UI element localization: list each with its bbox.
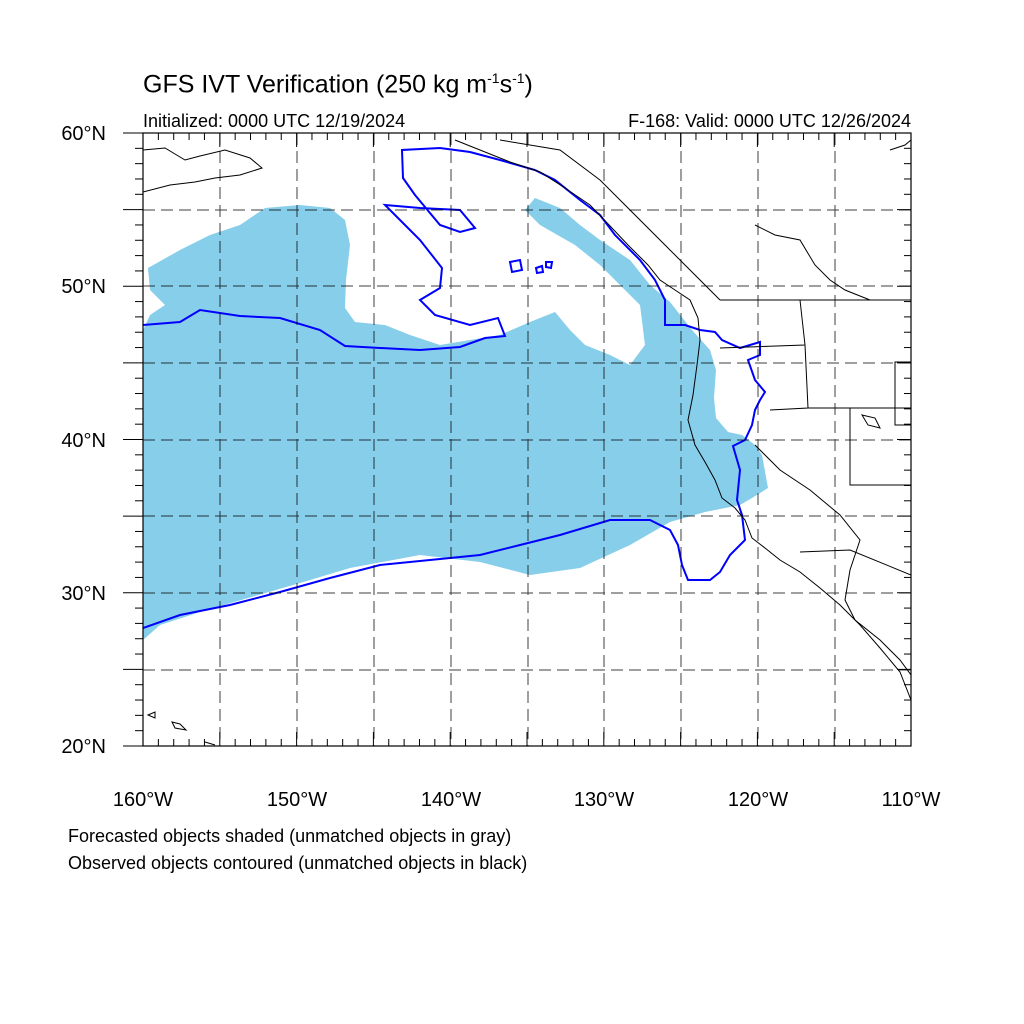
lon-label-160w: 160°W [113, 789, 173, 811]
lon-label-140w: 140°W [421, 789, 481, 811]
coastlines [143, 139, 911, 746]
forecast-note: Forecasted objects shaded (unmatched obj… [68, 826, 512, 846]
lat-label-40n: 40°N [61, 430, 106, 452]
lon-label-150w: 150°W [267, 789, 327, 811]
lat-label-60n: 60°N [61, 123, 106, 145]
lat-label-30n: 30°N [61, 583, 106, 605]
map-title: GFS IVT Verification (250 kg m-1s-1) [143, 70, 533, 99]
map-area [143, 139, 911, 746]
valid-time-label: F-168: Valid: 0000 UTC 12/26/2024 [628, 111, 911, 131]
lon-labels: 160°W 150°W 140°W 130°W 120°W 110°W [113, 789, 941, 811]
observed-object-fragment [508, 258, 554, 275]
lon-label-130w: 130°W [574, 789, 634, 811]
lat-labels: 60°N 50°N 40°N 30°N 20°N [61, 123, 106, 758]
axis-ticks [123, 132, 912, 747]
observed-object-contour [143, 146, 767, 629]
init-time-label: Initialized: 0000 UTC 12/19/2024 [143, 111, 406, 131]
forecast-object-shade [143, 198, 768, 640]
gridlines [143, 133, 911, 746]
lon-label-110w: 110°W [882, 789, 941, 811]
lat-label-20n: 20°N [61, 736, 106, 758]
observed-note: Observed objects contoured (unmatched ob… [68, 853, 528, 873]
lon-label-120w: 120°W [728, 789, 788, 811]
lat-label-50n: 50°N [61, 276, 106, 298]
